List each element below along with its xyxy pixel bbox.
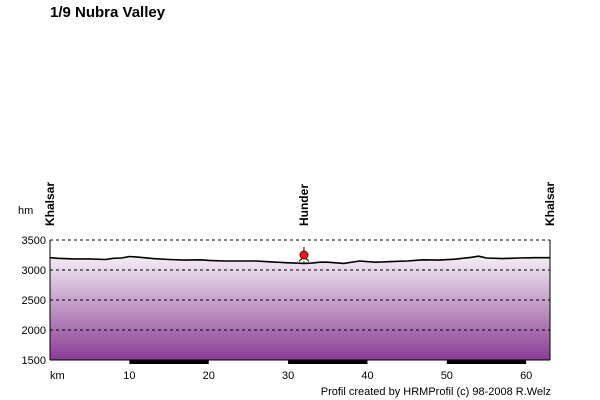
x-tick-label-40: 40 <box>361 370 373 382</box>
y-tick-label-2000: 2000 <box>22 325 46 337</box>
x-axis-label: km <box>50 370 65 382</box>
distance-bar-30-40 <box>288 360 368 364</box>
waypoint-label-khalsar-2: Khalsar <box>543 182 557 226</box>
y-tick-label-2500: 2500 <box>22 295 46 307</box>
elevation-line <box>49 255 550 265</box>
waypoint-label-khalsar-0: Khalsar <box>43 182 57 226</box>
distance-bar-10-20 <box>129 360 209 364</box>
x-tick-label-60: 60 <box>520 370 532 382</box>
y-axis-label: hm <box>18 205 33 217</box>
x-tick-label-30: 30 <box>282 370 294 382</box>
page-title: 1/9 Nubra Valley <box>50 4 166 21</box>
y-tick-label-3500: 3500 <box>22 235 46 247</box>
x-tick-label-50: 50 <box>441 370 453 382</box>
x-tick-label-20: 20 <box>203 370 215 382</box>
distance-bar-50-60 <box>446 360 527 364</box>
waypoint-label-hunder-1: Hunder <box>297 184 311 226</box>
elevation-area <box>50 256 550 360</box>
y-tick-label-3000: 3000 <box>22 265 46 277</box>
x-tick-label-10: 10 <box>123 370 135 382</box>
credit-text: Profil created by HRMProfil (c) 98-2008 … <box>320 386 551 398</box>
y-tick-label-1500: 1500 <box>22 355 46 367</box>
waypoint-marker-icon <box>299 250 309 260</box>
